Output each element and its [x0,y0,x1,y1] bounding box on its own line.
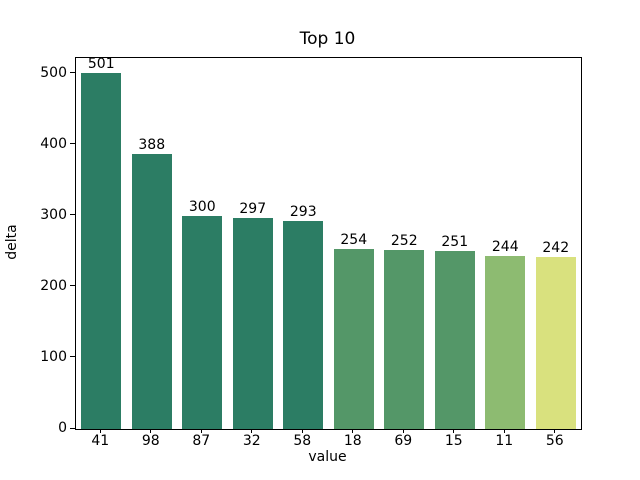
x-tick-label: 32 [242,433,261,449]
bar-value-label: 300 [188,199,216,215]
x-tick-mark [453,429,455,433]
y-tick-label: 0 [58,420,67,436]
bar-value-label: 254 [340,231,368,248]
x-tick-mark [503,429,505,433]
bar [434,250,475,429]
bar [333,248,374,429]
x-tick-label: 69 [394,433,413,449]
x-tick-mark [150,429,152,433]
bar-value-label: 293 [289,203,317,220]
bar [485,255,526,429]
bar [182,216,223,429]
y-axis-label: delta [4,224,20,260]
bar-value-label: 244 [491,238,519,255]
x-tick-mark [301,429,303,433]
bar-value-label: 388 [138,136,166,153]
x-tick-label: 18 [343,433,362,449]
plot-area: 501 388 300 297 293 254 252 251 244 242 [75,57,582,430]
x-tick-mark [402,429,404,433]
y-tick-mark [70,356,75,358]
x-tick-mark [251,429,253,433]
x-tick-label: 87 [192,433,211,449]
x-tick-label: 15 [444,433,463,449]
y-tick-mark [70,214,75,216]
bar [81,73,122,429]
y-tick-label: 400 [40,135,67,152]
bar-value-label: 252 [390,233,418,250]
y-tick-mark [70,72,75,74]
x-tick-label: 41 [91,433,110,449]
x-tick-mark [352,429,354,433]
x-tick-label: 98 [141,433,160,449]
bar-value-label: 297 [239,201,267,218]
x-tick-mark [99,429,101,433]
x-tick-mark [554,429,556,433]
bar-value-label: 251 [441,233,469,250]
bar [535,257,576,429]
x-tick-label: 11 [495,433,514,449]
bar [232,218,273,429]
y-tick-label: 200 [40,277,67,294]
y-tick-mark [70,143,75,145]
bar [131,153,172,429]
bar-value-label: 501 [87,56,115,73]
x-tick-label: 56 [545,433,564,449]
bar [384,250,425,429]
chart-title: Top 10 [299,29,356,49]
bar [283,220,324,429]
y-tick-mark [70,427,75,429]
x-tick-mark [200,429,202,433]
y-tick-label: 100 [40,348,67,365]
bar-value-label: 242 [542,240,570,257]
x-tick-label: 58 [293,433,312,449]
y-tick-label: 300 [40,206,67,223]
y-tick-mark [70,285,75,287]
x-axis-label: value [308,449,347,465]
y-tick-label: 500 [40,64,67,81]
